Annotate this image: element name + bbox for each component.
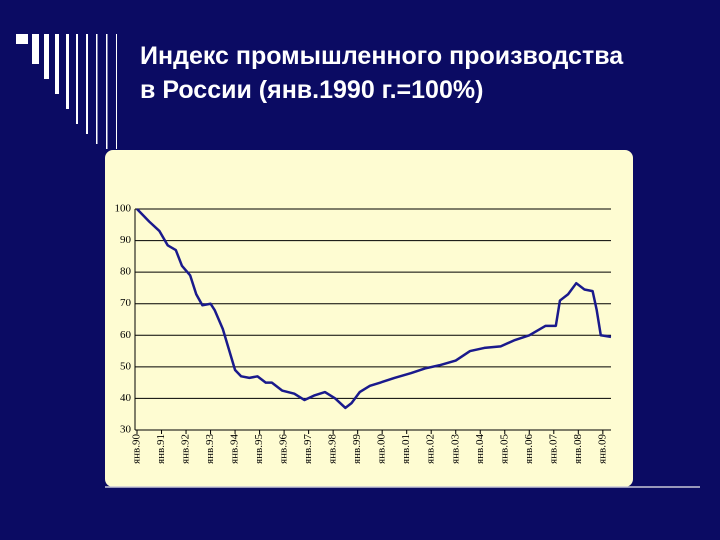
y-tick-label: 40 [120,392,132,404]
plot: 30 40 50 60 70 80 90 100 янв.90 янв.91 янв.92 янв.9… [115,203,612,464]
y-tick-label: 100 [115,203,132,215]
x-tick-label: янв.92 [180,434,192,464]
y-tick-label: 80 [120,266,132,278]
x-tick-label: янв.00 [376,434,388,464]
x-tick-label: янв.09 [596,434,608,464]
x-tick-label: янв.06 [523,434,535,464]
x-tick-label: янв.91 [155,434,167,464]
x-tick-label: янв.04 [474,434,486,464]
x-tick-label: янв.05 [498,434,510,464]
data-line [136,208,612,410]
decoration [16,34,117,149]
x-tick-label: янв.08 [572,434,584,464]
x-tick-label: янв.93 [204,434,216,464]
y-tick-label: 60 [120,329,132,341]
x-tick-label: янв.90 [131,434,143,464]
x-tick-label: янв.02 [425,434,437,464]
title-line: Индекс промышленного производства [140,42,624,70]
y-tick-label: 30 [120,424,132,436]
x-tick-label: янв.07 [547,434,559,464]
y-tick-label: 90 [120,234,132,246]
x-tick-label: янв.01 [400,434,412,464]
title-line: в России (янв.1990 г.=100%) [140,76,483,104]
x-tick-label: янв.94 [229,434,241,464]
chart-panel [105,150,633,487]
x-tick-label: янв.97 [302,434,314,464]
y-tick-label: 70 [120,297,132,309]
x-tick-label: янв.95 [253,434,265,464]
x-tick-label: янв.99 [351,434,363,464]
x-tick-label: янв.03 [449,434,461,464]
x-tick-label: янв.96 [278,434,290,464]
y-tick-label: 50 [120,360,132,372]
x-tick-label: янв.98 [327,434,339,464]
